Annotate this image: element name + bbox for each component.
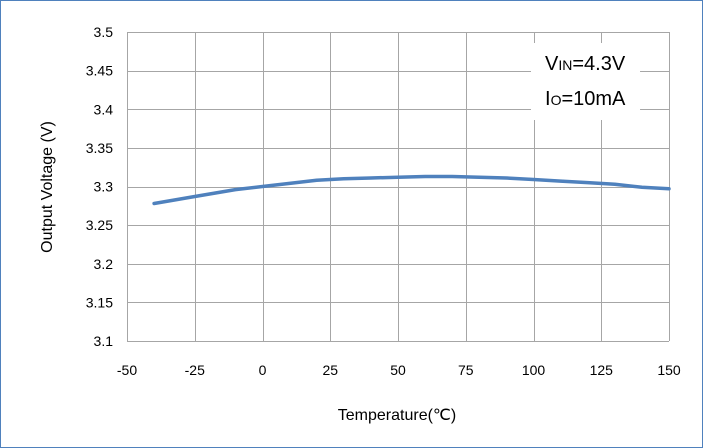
x-tick-label: -25 (185, 362, 205, 378)
x-axis-title: Temperature(℃) (338, 407, 456, 424)
y-tick-label: 3.3 (94, 179, 114, 195)
annotation-vin-main: V (545, 53, 559, 75)
x-tick-labels: -50 -25 0 25 50 75 100 125 150 (117, 362, 681, 378)
x-tick-label: 150 (657, 362, 681, 378)
y-tick-label: 3.4 (94, 101, 114, 117)
y-tick-labels: 3.1 3.15 3.2 3.25 3.3 3.35 3.4 3.45 3.5 (86, 24, 113, 349)
annotation-vin: VIN=4.3V (545, 53, 626, 75)
annotation-vin-sub: IN (558, 57, 572, 73)
x-tick-label: 75 (458, 362, 474, 378)
y-tick-label: 3.45 (86, 63, 113, 79)
y-tick-label: 3.5 (94, 24, 114, 40)
series-line (152, 174, 671, 206)
annotation-io-value: =10mA (561, 88, 626, 110)
series-layer (152, 174, 671, 206)
x-tick-label: 100 (522, 362, 546, 378)
y-tick-label: 3.35 (86, 140, 113, 156)
annotation-io: IO=10mA (545, 88, 626, 110)
annotation-box (531, 43, 641, 120)
y-tick-label: 3.2 (94, 256, 114, 272)
grid (127, 32, 670, 342)
y-tick-label: 3.15 (86, 294, 113, 310)
x-tick-label: 25 (322, 362, 338, 378)
annotation-io-main: I (545, 88, 551, 110)
x-tick-label: 0 (259, 362, 267, 378)
y-tick-label: 3.25 (86, 217, 113, 233)
x-tick-label: 125 (590, 362, 614, 378)
annotation-vin-value: =4.3V (572, 53, 625, 75)
y-axis-title: Output Voltage (V) (39, 121, 56, 253)
x-tick-label: 50 (390, 362, 406, 378)
y-tick-label: 3.1 (94, 333, 114, 349)
x-tick-label: -50 (117, 362, 137, 378)
annotation-io-sub: O (551, 92, 562, 108)
